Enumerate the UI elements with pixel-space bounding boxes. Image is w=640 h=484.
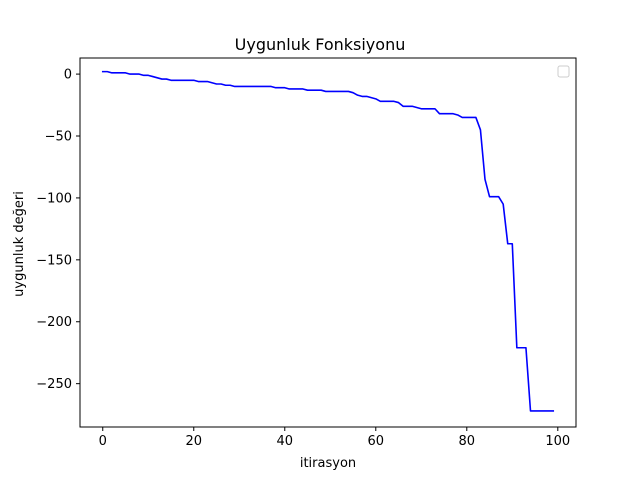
plot-area xyxy=(101,70,555,412)
axes: 0 20 40 60 80 100 0 −50 −100 −150 −200 −250 xyxy=(36,57,577,449)
y-tick-label: −250 xyxy=(36,377,72,392)
y-tick-label: −150 xyxy=(36,253,72,268)
x-tick-label: 80 xyxy=(459,434,476,449)
x-tick-label: 100 xyxy=(545,434,570,449)
x-tick-label: 60 xyxy=(368,434,385,449)
x-tick-label: 0 xyxy=(99,434,107,449)
y-tick-label: 0 xyxy=(64,68,72,83)
y-axis-label: uygunluk değeri xyxy=(12,191,27,297)
y-tick-label: −200 xyxy=(36,315,72,330)
legend-box xyxy=(557,65,570,78)
y-tick-label: −50 xyxy=(45,130,72,145)
axes-frame xyxy=(79,57,577,428)
chart-title: Uygunluk Fonksiyonu xyxy=(235,35,406,54)
x-tick-label: 40 xyxy=(276,434,293,449)
x-axis-label: itirasyon xyxy=(300,456,356,471)
x-tick-label: 20 xyxy=(185,434,202,449)
series-line xyxy=(101,70,555,412)
y-tick-label: −100 xyxy=(36,191,72,206)
